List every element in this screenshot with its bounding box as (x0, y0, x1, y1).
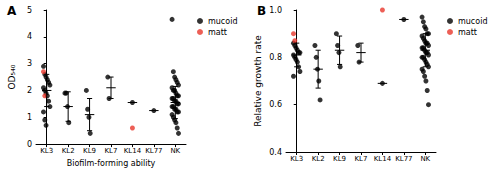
svg-text:A: A (7, 4, 17, 18)
svg-text:KL2: KL2 (62, 147, 75, 155)
svg-text:Relative growth rate: Relative growth rate (253, 35, 263, 127)
svg-text:KL3: KL3 (40, 147, 53, 155)
svg-text:KL9: KL9 (333, 155, 346, 163)
svg-text:1.0: 1.0 (269, 6, 282, 15)
svg-text:KL3: KL3 (290, 155, 303, 163)
svg-text:0.8: 0.8 (269, 53, 282, 62)
svg-text:KL7: KL7 (355, 155, 368, 163)
svg-text:0: 0 (27, 140, 32, 149)
svg-text:5: 5 (27, 6, 32, 15)
svg-text:B: B (257, 4, 266, 18)
svg-text:Biofilm-forming ability: Biofilm-forming ability (67, 159, 156, 168)
svg-text:0.6: 0.6 (269, 100, 282, 109)
svg-text:KL77: KL77 (395, 155, 412, 163)
svg-text:OD₅₄₀: OD₅₄₀ (7, 64, 17, 89)
svg-text:3: 3 (27, 59, 32, 68)
svg-text:mucoid: mucoid (458, 17, 487, 26)
svg-text:NK: NK (170, 147, 180, 155)
svg-text:0.4: 0.4 (269, 148, 282, 157)
svg-text:KL14: KL14 (124, 147, 142, 155)
svg-text:KL2: KL2 (312, 155, 325, 163)
svg-text:4: 4 (27, 32, 32, 41)
svg-text:2: 2 (27, 86, 32, 95)
svg-text:KL77: KL77 (145, 147, 162, 155)
svg-text:matt: matt (458, 28, 477, 37)
svg-text:NK: NK (420, 155, 430, 163)
svg-text:matt: matt (208, 28, 227, 37)
svg-text:1: 1 (27, 113, 32, 122)
svg-text:KL14: KL14 (374, 155, 392, 163)
svg-text:KL9: KL9 (83, 147, 96, 155)
svg-text:KL7: KL7 (105, 147, 118, 155)
svg-text:mucoid: mucoid (208, 17, 237, 26)
